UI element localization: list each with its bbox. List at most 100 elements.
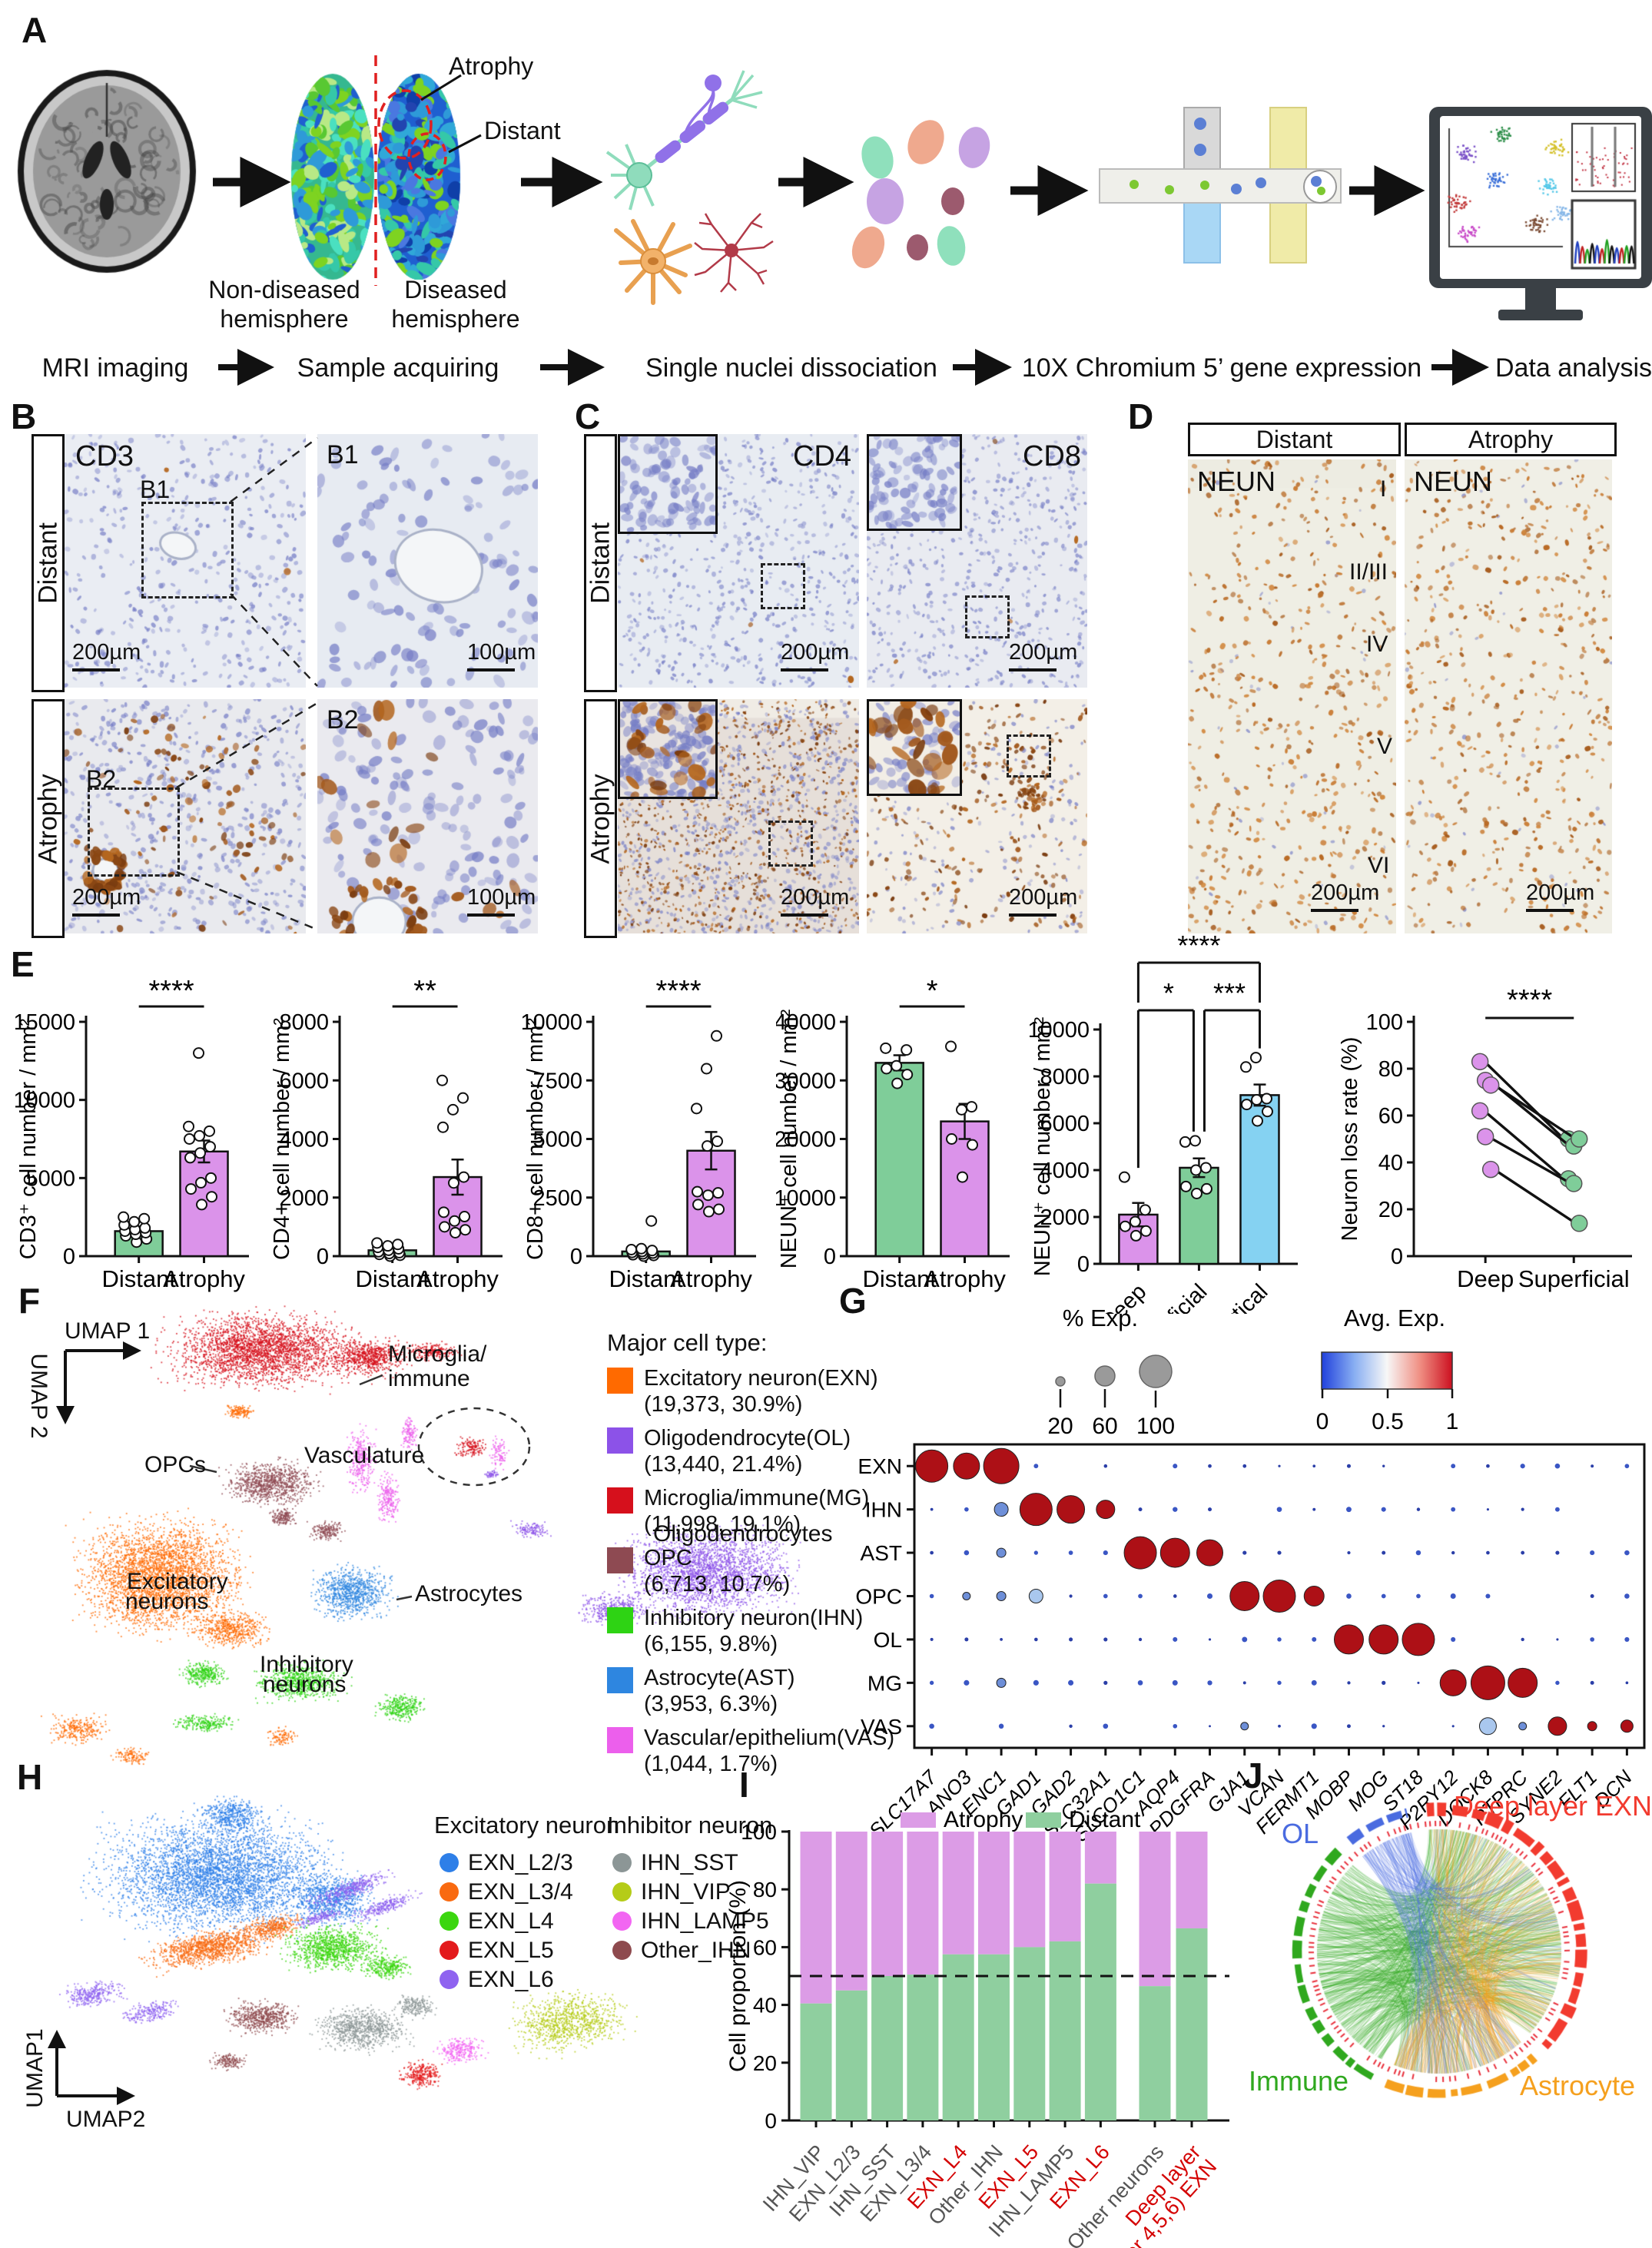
legend-group-title-1: Inhibitor neuron [607, 1812, 773, 1839]
svg-text:80: 80 [753, 1878, 777, 1902]
svg-text:8000: 8000 [1040, 1065, 1090, 1089]
svg-text:20000: 20000 [776, 1128, 836, 1152]
legend-count-MG: (11,998, 19.1%) [644, 1512, 801, 1537]
neuron-cells-illustration [605, 70, 774, 305]
svg-text:6000: 6000 [1040, 1112, 1090, 1136]
legend-label-L6: EXN_L6 [468, 1967, 554, 1992]
svg-text:10000: 10000 [15, 1089, 75, 1113]
panel-d-header-atrophy: Atrophy [1405, 423, 1617, 456]
astrocyte-icon [614, 219, 692, 305]
legend-count-IHN: (6,155, 9.8%) [644, 1632, 778, 1656]
panel-c-row-atrophy: Atrophy [584, 699, 617, 938]
svg-text:4000: 4000 [279, 1128, 329, 1152]
svg-text:6000: 6000 [279, 1069, 329, 1093]
umap-annotation-ihn2: neurons [263, 1672, 347, 1697]
b2-dashed-box [88, 787, 180, 877]
chip-bead [1194, 144, 1206, 156]
ihc-cd8-atrophy: 200µm [867, 699, 1087, 933]
svg-text:2000: 2000 [279, 1186, 329, 1211]
legend-swatch-OL [607, 1427, 633, 1454]
distant-annotation: Distant [484, 117, 561, 144]
umap-annotation-opcs: OPCs [144, 1452, 207, 1477]
legend-swatch-OPC [607, 1547, 633, 1573]
svg-text:0: 0 [765, 2109, 777, 2133]
cortical-layer-i: I [1380, 476, 1387, 502]
svg-text:2000: 2000 [1040, 1205, 1090, 1230]
umap1-axis-label-h: UMAP1 [22, 2028, 48, 2108]
legend-count-EXN: (19,373, 30.9%) [644, 1392, 803, 1417]
legend-label-L23: EXN_L2/3 [468, 1850, 573, 1875]
circos-label-astrocyte: Astrocyte [1520, 2070, 1636, 2101]
legend-name-IHN: Inhibitory neuron(IHN) [644, 1606, 864, 1630]
legend-count-AST: (3,953, 6.3%) [644, 1692, 778, 1716]
pipeline-step-4: 10X Chromium 5’ gene expression [1021, 353, 1422, 383]
legend-dot-L6 [440, 1970, 459, 1989]
ihc-cd4-atrophy: 200µm [618, 699, 859, 933]
panel-i-label: I [739, 1765, 749, 1805]
umap-annotation-exn2: neurons [125, 1589, 209, 1614]
legend-label-SST: IHN_SST [641, 1850, 738, 1875]
svg-text:0: 0 [1391, 1245, 1403, 1269]
cd4-stain-label: CD4 [792, 440, 851, 472]
svg-text:30000: 30000 [776, 1069, 836, 1093]
svg-text:Avg. Exp.: Avg. Exp. [1344, 1305, 1445, 1331]
svg-text:80: 80 [1378, 1057, 1403, 1082]
svg-text:100: 100 [1136, 1414, 1175, 1439]
microglia-icon [694, 213, 774, 293]
legend-label-LAMP5: IHN_LAMP5 [641, 1908, 769, 1934]
svg-text:10000: 10000 [776, 1186, 836, 1211]
svg-text:10000: 10000 [1030, 1018, 1090, 1043]
svg-text:Distant: Distant [862, 1265, 937, 1292]
circos-label-deep-exn: Deep layer EXN [1453, 1790, 1652, 1822]
panel-d-header-distant: Distant [1188, 423, 1401, 456]
legend-dot-L4 [440, 1911, 459, 1931]
legend-name-OL: Oligodendrocyte(OL) [644, 1426, 851, 1451]
chip-channel-main [1099, 168, 1342, 204]
svg-text:Neuron loss rate (%): Neuron loss rate (%) [1338, 1037, 1362, 1242]
svg-text:20: 20 [1378, 1198, 1403, 1222]
svg-text:CD8+ cell number / mm²: CD8+ cell number / mm² [523, 1018, 548, 1260]
legend-dot-OIHN [612, 1941, 632, 1960]
svg-text:0.5: 0.5 [1372, 1409, 1404, 1434]
neun-stain-label: NEUN [1197, 466, 1276, 497]
umap1-axis-label: UMAP 1 [65, 1318, 151, 1344]
legend-dot-L5 [440, 1941, 459, 1960]
svg-text:AST: AST [861, 1541, 902, 1565]
neuron-icon [605, 70, 763, 211]
b2-box-label: B2 [86, 765, 117, 793]
chip-cell [1130, 180, 1139, 189]
legend-name-OPC: OPC [644, 1546, 692, 1570]
umap-annotation-ast: Astrocytes [415, 1581, 523, 1606]
chip-droplet [1303, 170, 1337, 204]
svg-text:CD3⁺ cell number / mm²: CD3⁺ cell number / mm² [16, 1018, 41, 1259]
nucleus-cell-5 [941, 187, 964, 215]
panel-e-label: E [11, 944, 35, 984]
svg-text:****: **** [1507, 984, 1552, 1016]
svg-text:OL: OL [874, 1628, 902, 1652]
myelin-sheath-icon [655, 101, 729, 164]
umap-annotation-microglia2: immune [388, 1366, 470, 1391]
legend-label-L5: EXN_L5 [468, 1938, 554, 1963]
svg-text:****: **** [656, 975, 702, 1007]
legend-swatch-VAS [607, 1727, 633, 1753]
umap-annotation-exn1: Excitatory [127, 1569, 228, 1594]
non-diseased-hemisphere-label: Non-diseased hemisphere [208, 276, 360, 333]
nucleus-cell-4 [867, 178, 904, 224]
svg-text:OPC: OPC [855, 1585, 902, 1609]
svg-text:2500: 2500 [532, 1186, 582, 1211]
legend-label-L34: EXN_L3/4 [468, 1879, 573, 1905]
cd3-stain-label: CD3 [75, 440, 134, 472]
pipeline-step-1: MRI imaging [41, 353, 189, 383]
svg-text:***: *** [1213, 977, 1246, 1009]
ihc-cd3-distant-inset-b1: B1 100µm [317, 434, 538, 688]
monitor-screen [1440, 116, 1641, 279]
oligodendrocyte-icon [705, 75, 722, 91]
svg-text:5000: 5000 [25, 1166, 75, 1191]
svg-text:40: 40 [1378, 1151, 1403, 1175]
legend-dot-SST [612, 1853, 632, 1872]
monitor-stand [1525, 288, 1556, 310]
svg-text:0: 0 [1316, 1409, 1329, 1434]
